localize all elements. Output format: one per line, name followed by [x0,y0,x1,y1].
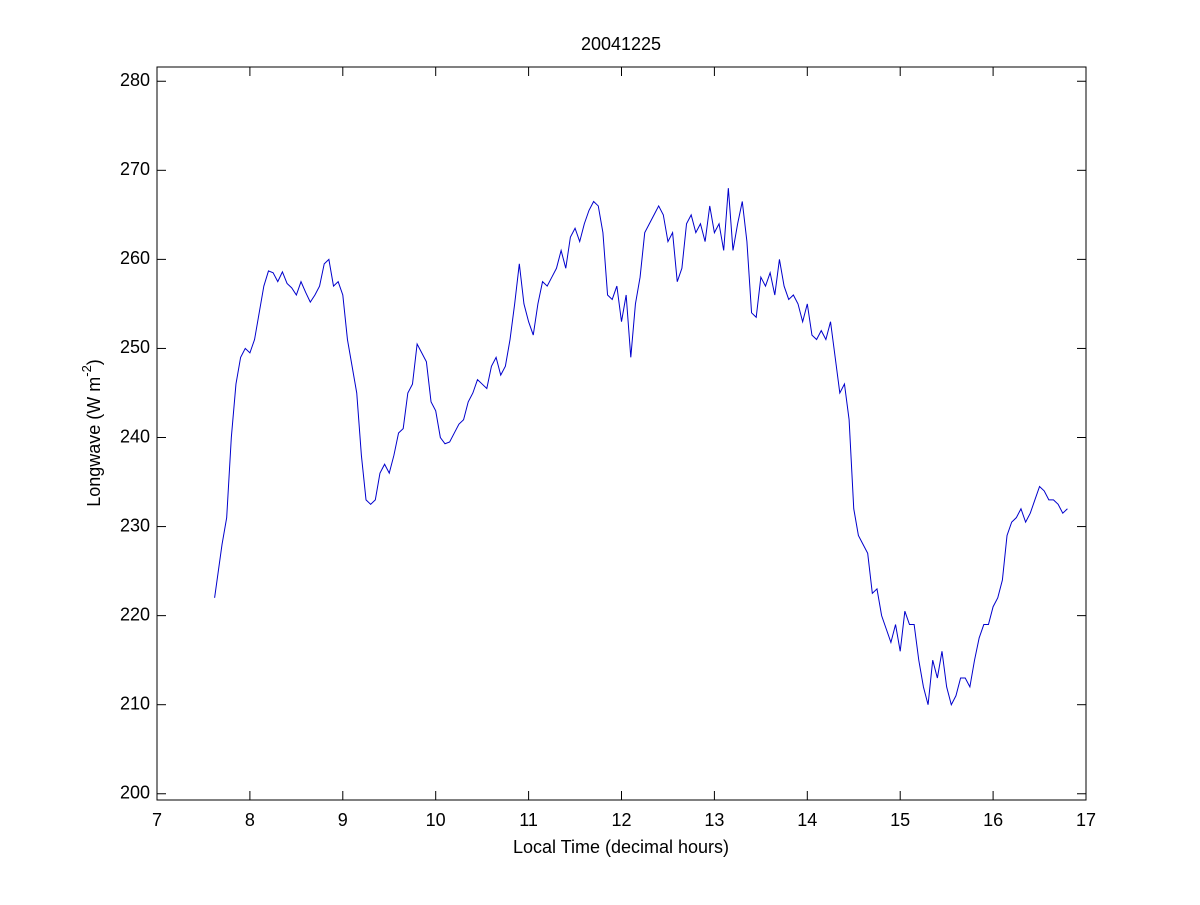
y-tick-label: 210 [120,693,150,713]
x-tick-label: 14 [797,810,817,830]
y-label-main: Longwave (W m [84,377,104,507]
y-label-end: ) [84,359,104,365]
x-tick-label: 15 [890,810,910,830]
x-tick-label: 7 [152,810,162,830]
x-tick-label: 10 [426,810,446,830]
y-tick-label: 280 [120,70,150,90]
x-tick-label: 13 [704,810,724,830]
x-tick-label: 9 [338,810,348,830]
y-label-sup: -2 [79,365,94,377]
x-tick-label: 11 [519,810,538,830]
x-axis-label: Local Time (decimal hours) [513,837,729,857]
data-line [214,188,1068,707]
y-tick-label: 240 [120,426,150,446]
x-tick-label: 12 [611,810,631,830]
y-tick-label: 270 [120,159,150,179]
y-tick-label: 250 [120,337,150,357]
x-tick-label: 16 [983,810,1003,830]
plot-box [156,66,1087,801]
chart-title: 20041225 [581,34,661,54]
x-tick-label: 8 [245,810,255,830]
y-tick-label: 230 [120,515,150,535]
y-tick-label: 200 [120,783,150,803]
y-tick-label: 220 [120,604,150,624]
x-tick-label: 17 [1076,810,1096,830]
y-axis-label: Longwave (W m-2) [79,359,103,507]
y-tick-label: 260 [120,248,150,268]
